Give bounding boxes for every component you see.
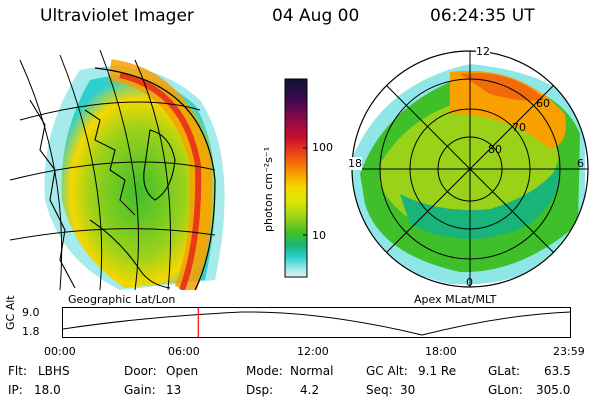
mlt-label-18: 18 <box>348 157 362 170</box>
colorbar-tick-10: 10 <box>312 229 326 242</box>
flt-label: Flt: <box>8 364 27 378</box>
gain-value: 13 <box>166 383 182 397</box>
timeline-xtick-3: 18:00 <box>425 345 457 358</box>
seq-label: Seq: <box>366 383 393 397</box>
geographic-label: Geographic Lat/Lon <box>68 293 176 306</box>
gcalt-value: 9.1 Re <box>418 364 457 378</box>
colorbar <box>284 78 308 278</box>
timeline-xtick-1: 06:00 <box>168 345 200 358</box>
timeline-xtick-2: 12:00 <box>297 345 329 358</box>
date-readout: 04 Aug 00 <box>272 6 360 26</box>
timeline-ytick-bottom: 1.8 <box>22 325 40 338</box>
dsp-value: 4.2 <box>300 383 320 397</box>
ip-value: 18.0 <box>34 383 61 397</box>
mode-value: Normal <box>290 364 334 378</box>
mlt-label-12: 12 <box>476 45 490 58</box>
flt-value: LBHS <box>38 364 70 378</box>
timeline-ylabel: GC Alt <box>4 295 17 330</box>
gcalt-label: GC Alt: <box>366 364 408 378</box>
seq-value: 30 <box>400 383 416 397</box>
ip-label: IP: <box>8 383 23 397</box>
glon-label: GLon: <box>488 383 523 397</box>
glat-label: GLat: <box>488 364 521 378</box>
timeline-xtick-0: 00:00 <box>44 345 76 358</box>
polar-plot <box>351 50 589 288</box>
mlt-label-6: 6 <box>577 157 584 170</box>
colorbar-unit-label: photon cm⁻²s⁻¹ <box>262 146 275 232</box>
glat-value: 63.5 <box>544 364 571 378</box>
timeline-plot <box>62 307 571 338</box>
mlat-label-60: 60 <box>536 97 550 110</box>
geographic-image <box>9 49 225 290</box>
app-title: Ultraviolet Imager <box>40 6 194 26</box>
mode-label: Mode: <box>246 364 283 378</box>
mlat-label-70: 70 <box>512 121 526 134</box>
colorbar-tick-100: 100 <box>312 141 333 154</box>
timeline-xtick-4: 23:59 <box>553 345 585 358</box>
mlat-label-80: 80 <box>488 143 502 156</box>
door-value: Open <box>166 364 199 378</box>
apex-label: Apex MLat/MLT <box>414 293 497 306</box>
time-readout: 06:24:35 UT <box>430 6 535 26</box>
timeline-ytick-top: 9.0 <box>22 306 40 319</box>
mlt-label-0: 0 <box>466 276 473 289</box>
gain-label: Gain: <box>124 383 156 397</box>
glon-value: 305.0 <box>536 383 571 397</box>
door-label: Door: <box>124 364 157 378</box>
dsp-label: Dsp: <box>246 383 274 397</box>
